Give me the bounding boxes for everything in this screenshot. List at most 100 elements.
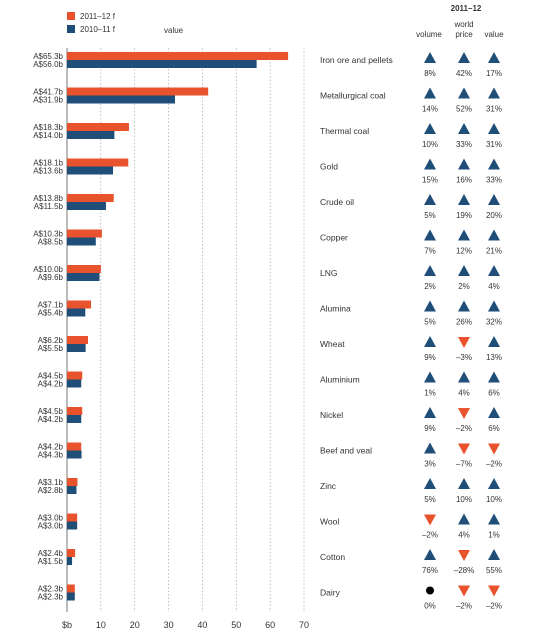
change-price-label: –7% <box>456 460 472 469</box>
up-triangle-icon <box>458 265 470 276</box>
x-tick-label: 40 <box>197 620 207 630</box>
up-triangle-icon <box>458 194 470 205</box>
bar-2010-11 <box>67 344 86 352</box>
x-tick-label: 70 <box>299 620 309 630</box>
bar-2011-12 <box>67 478 78 486</box>
up-triangle-icon <box>424 158 436 170</box>
value-label-2010-11: A$4.3b <box>38 451 64 460</box>
up-triangle-icon <box>488 87 500 99</box>
change-volume-label: 0% <box>424 602 436 611</box>
value-label-2010-11: A$3.0b <box>38 522 64 531</box>
up-triangle-icon <box>458 52 470 63</box>
bar-2011-12 <box>67 158 129 167</box>
change-volume-label: 9% <box>424 353 436 362</box>
change-value-label: 55% <box>486 566 502 575</box>
value-label-2010-11: A$8.5b <box>38 238 64 247</box>
value-label-2010-11: A$5.4b <box>38 309 64 318</box>
value-label-2010-11: A$11.5b <box>34 202 64 211</box>
category-label: Dairy <box>320 588 341 598</box>
value-label-2011-12: A$41.7b <box>33 88 63 97</box>
change-price-label: 19% <box>456 211 472 220</box>
change-volume-label: 5% <box>424 211 436 220</box>
change-volume-label: 15% <box>422 176 438 185</box>
category-label: Aluminium <box>320 375 360 385</box>
value-label-2011-12: A$3.0b <box>38 514 64 523</box>
change-price-label: 16% <box>456 176 472 185</box>
down-triangle-icon <box>458 443 470 455</box>
legend: 2011–12 f 2010–11 f <box>67 12 115 34</box>
category-label: Crude oil <box>320 197 354 207</box>
bar-2010-11 <box>67 166 114 175</box>
bar-2011-12 <box>67 549 76 557</box>
change-volume-label: 1% <box>424 389 436 398</box>
bar-2011-12 <box>67 87 209 96</box>
value-label-2010-11: A$2.3b <box>38 593 64 602</box>
change-indicators: 8% 42% 17% 14% 52% 31% 10% 33% 31% 15% 16% 33% 5% 19%… <box>422 52 502 611</box>
up-triangle-icon <box>424 371 436 383</box>
x-axis-label: $b <box>62 620 72 630</box>
category-label: Thermal coal <box>320 126 369 136</box>
up-triangle-icon <box>488 265 500 276</box>
category-label: LNG <box>320 268 337 278</box>
down-triangle-icon <box>458 337 470 348</box>
column-header-world-price: world price <box>454 20 474 39</box>
value-label-2010-11: A$56.0b <box>33 60 63 69</box>
change-value-label: –2% <box>486 460 502 469</box>
bars <box>67 52 289 601</box>
change-price-label: 2% <box>458 282 470 291</box>
value-label-2011-12: A$10.0b <box>33 265 63 274</box>
change-volume-label: 9% <box>424 424 436 433</box>
bar-2010-11 <box>67 131 115 139</box>
bar-2011-12 <box>67 407 83 415</box>
change-volume-label: 14% <box>422 105 438 114</box>
column-header-value: value <box>484 30 504 39</box>
bar-2010-11 <box>67 95 176 104</box>
bar-2010-11 <box>67 450 82 459</box>
value-label-2011-12: A$2.4b <box>38 549 64 558</box>
value-label-2011-12: A$18.1b <box>33 159 63 168</box>
up-triangle-icon <box>458 513 470 525</box>
value-labels: A$65.3bA$56.0b A$41.7bA$31.9b A$18.3bA$14.… <box>33 52 63 602</box>
change-value-label: 17% <box>486 69 502 78</box>
change-volume-label: 8% <box>424 69 436 78</box>
change-volume-label: 3% <box>424 460 436 469</box>
bar-2011-12 <box>67 336 88 344</box>
change-volume-label: 5% <box>424 495 436 504</box>
change-value-label: 20% <box>486 211 502 220</box>
up-triangle-icon <box>458 300 470 312</box>
down-triangle-icon <box>488 585 500 597</box>
value-label-2011-12: A$13.8b <box>33 194 63 203</box>
category-label: Wool <box>320 517 339 527</box>
change-volume-label: 7% <box>424 247 436 256</box>
up-triangle-icon <box>424 336 436 347</box>
bar-2011-12 <box>67 584 75 593</box>
change-value-label: 13% <box>486 353 502 362</box>
change-price-label: 26% <box>456 318 472 327</box>
category-label: Copper <box>320 233 348 243</box>
down-triangle-icon <box>458 550 470 561</box>
bar-2010-11 <box>67 237 96 246</box>
bar-2011-12 <box>67 229 102 238</box>
value-label-2010-11: A$13.6b <box>33 167 63 176</box>
x-tick-label: 50 <box>231 620 241 630</box>
up-triangle-icon <box>458 87 470 99</box>
change-price-label: –3% <box>456 353 472 362</box>
legend-item-2010-11: 2010–11 f <box>67 25 115 34</box>
up-triangle-icon <box>424 478 436 489</box>
up-triangle-icon <box>488 52 500 63</box>
up-triangle-icon <box>424 300 436 312</box>
up-triangle-icon <box>488 300 500 312</box>
change-price-label: –2% <box>456 424 472 433</box>
bar-2010-11 <box>67 486 77 494</box>
down-triangle-icon <box>458 408 470 419</box>
change-price-label: 10% <box>456 495 472 504</box>
value-label-2010-11: A$4.2b <box>38 380 64 389</box>
bar-2010-11 <box>67 557 73 565</box>
change-value-label: –2% <box>486 602 502 611</box>
category-label: Metallurgical coal <box>320 91 386 101</box>
value-label-2011-12: A$6.2b <box>38 336 64 345</box>
bar-2011-12 <box>67 265 101 273</box>
up-triangle-icon <box>458 229 470 241</box>
change-volume-label: 76% <box>422 566 438 575</box>
up-triangle-icon <box>424 407 436 418</box>
